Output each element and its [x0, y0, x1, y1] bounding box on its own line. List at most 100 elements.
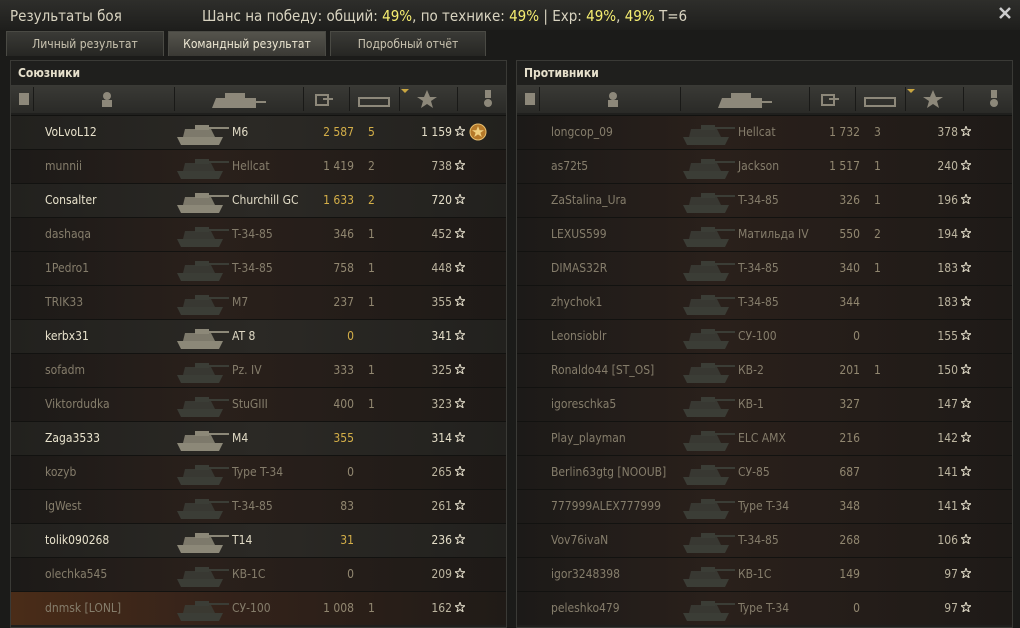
tank-icon: [683, 261, 735, 281]
damage: 0: [347, 329, 354, 343]
player-name: 1Pedro1: [45, 261, 90, 275]
player-name: munnii: [45, 159, 83, 173]
experience: 106: [937, 533, 958, 547]
tank-icon: [177, 533, 229, 553]
damage: 326: [839, 193, 860, 207]
player-name: peleshko479: [551, 601, 620, 615]
experience: 325: [431, 363, 452, 377]
player-row: dnmsk [LONL] СУ-100 1 008 1 162: [11, 591, 506, 625]
close-button[interactable]: [998, 6, 1012, 20]
tank-name: СУ-100: [232, 601, 271, 615]
player-row: 777999ALEX777999 Type T-34 348 141: [517, 489, 1012, 523]
chance-part: Шанс на победу: общий:: [202, 7, 383, 25]
tank-icon: [683, 499, 735, 519]
tank-name: T-34-85: [738, 533, 779, 547]
star-icon: [961, 398, 971, 408]
chance-part: 49%: [509, 7, 540, 25]
player-row: igor3248398 КВ-1С 149 97: [517, 557, 1012, 591]
tank-name: Type T-34: [738, 601, 790, 615]
tank-icon: [683, 601, 735, 621]
kills: 1: [874, 159, 881, 173]
tank-name: T-34-85: [738, 193, 779, 207]
tank-icon: [683, 295, 735, 315]
tank-icon: [177, 465, 229, 485]
player-row: ZaStalina_Ura T-34-85 326 1 196: [517, 183, 1012, 217]
damage: 31: [340, 533, 354, 547]
experience: 452: [431, 227, 452, 241]
column-icons: [525, 89, 998, 108]
player-name: kerbx31: [45, 329, 89, 343]
player-row: TRIK33 M7 237 1 355: [11, 285, 506, 319]
tank-name: M7: [232, 295, 249, 309]
kills: 2: [368, 193, 375, 207]
experience: 183: [937, 295, 958, 309]
player-name: Zaga3533: [45, 431, 100, 445]
player-row: Play_playman ELC AMX 216 142: [517, 421, 1012, 455]
separator: [399, 87, 400, 111]
player-name: longcop_09: [551, 125, 613, 139]
tank-icon: [683, 533, 735, 553]
tank-icon: [683, 431, 735, 451]
tank-name: T-34-85: [232, 227, 273, 241]
tab[interactable]: Личный результат: [6, 31, 164, 56]
tank-icon: [177, 329, 229, 349]
star-icon: [961, 534, 971, 544]
tank-icon: [177, 499, 229, 519]
player-row: Berlin63gtg [NOOUB] СУ-85 687 141: [517, 455, 1012, 489]
experience: 265: [431, 465, 452, 479]
kills: 1: [874, 363, 881, 377]
star-icon: [961, 126, 971, 136]
player-row: peleshko479 Type T-34 0 97: [517, 591, 1012, 625]
kills: 2: [874, 227, 881, 241]
star-icon: [961, 194, 971, 204]
experience: 1 159: [421, 125, 452, 139]
header: Результаты боя Шанс на победу: общий: 49…: [0, 0, 1020, 30]
experience: 147: [937, 397, 958, 411]
player-name: LEXUS599: [551, 227, 607, 241]
damage: 1 419: [323, 159, 354, 173]
tank-icon: [683, 363, 735, 383]
chance-part: 49%: [624, 7, 655, 25]
star-icon: [455, 228, 465, 238]
damage: 1 517: [829, 159, 860, 173]
damage: 83: [340, 499, 354, 513]
damage: 149: [839, 567, 860, 581]
tab[interactable]: Командный результат: [168, 31, 326, 56]
player-row: as72t5 Jackson 1 517 1 240: [517, 149, 1012, 183]
experience: 141: [937, 465, 958, 479]
experience: 314: [431, 431, 452, 445]
player-row: munnii Hellcat 1 419 2 738: [11, 149, 506, 183]
tank-icon: [683, 567, 735, 587]
damage: 0: [853, 601, 860, 615]
damage: 216: [839, 431, 860, 445]
tank-icon: [177, 397, 229, 417]
star-icon: [961, 160, 971, 170]
tank-name: M4: [232, 431, 249, 445]
tab[interactable]: Подробный отчёт: [330, 31, 486, 56]
tank-name: СУ-85: [738, 465, 770, 479]
tank-name: StuGIII: [232, 397, 268, 411]
star-icon: [455, 364, 465, 374]
tank-name: T-34-85: [232, 261, 273, 275]
kills: 1: [368, 227, 375, 241]
column-icons: [19, 89, 492, 108]
tank-icon: [683, 465, 735, 485]
player-row: LEXUS599 Матильда IV 550 2 194: [517, 217, 1012, 251]
tank-icon: [177, 125, 229, 145]
damage: 355: [333, 431, 354, 445]
player-name: 777999ALEX777999: [551, 499, 662, 513]
damage: 268: [839, 533, 860, 547]
player-name: Ronaldo44 [ST_OS]: [551, 363, 655, 377]
damage: 348: [839, 499, 860, 513]
experience: 142: [937, 431, 958, 445]
tank-icon: [683, 227, 735, 247]
star-icon: [455, 568, 465, 578]
star-icon: [961, 228, 971, 238]
tank-icon: [177, 431, 229, 451]
tank-name: T-34-85: [738, 261, 779, 275]
tank-name: Hellcat: [738, 125, 776, 139]
player-row: Viktordudka StuGIII 400 1 323: [11, 387, 506, 421]
player-name: zhychok1: [551, 295, 603, 309]
player-row: kerbx31 AT 8 0 341: [11, 319, 506, 353]
